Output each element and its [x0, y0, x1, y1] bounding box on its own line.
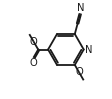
- Text: O: O: [30, 58, 38, 68]
- Text: N: N: [85, 44, 93, 55]
- Text: O: O: [75, 67, 83, 77]
- Text: N: N: [77, 3, 84, 13]
- Text: O: O: [30, 37, 38, 47]
